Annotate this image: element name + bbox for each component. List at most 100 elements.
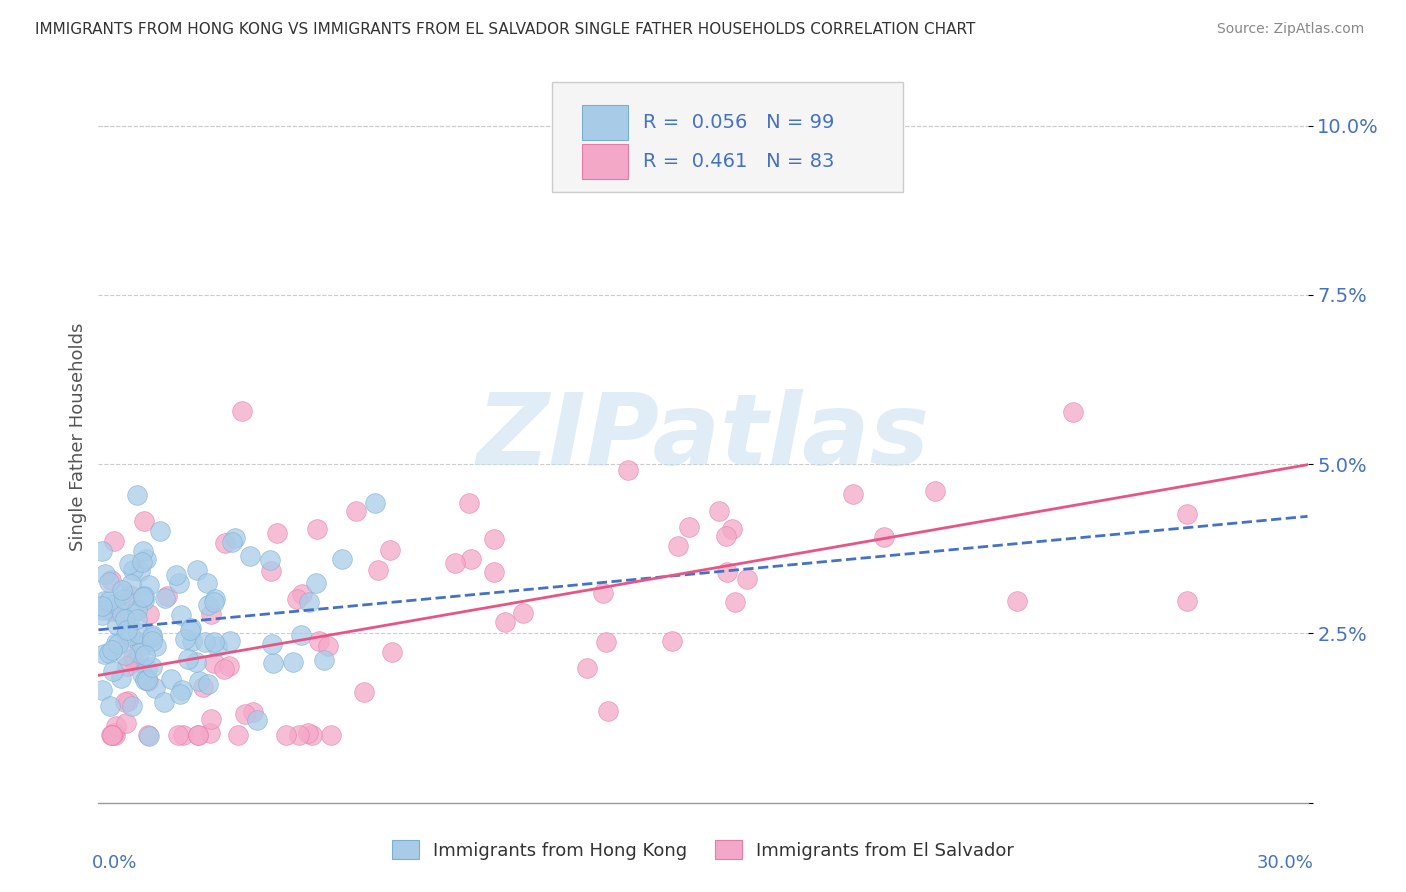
Point xyxy=(314,653,336,667)
Point xyxy=(219,634,242,648)
Point xyxy=(104,597,127,611)
Point xyxy=(156,589,179,603)
Point xyxy=(111,607,134,622)
Text: R =  0.056   N = 99: R = 0.056 N = 99 xyxy=(643,113,834,132)
Point xyxy=(924,484,946,499)
Point xyxy=(707,504,730,518)
Point xyxy=(246,713,269,727)
Point xyxy=(165,568,187,582)
Point xyxy=(107,637,129,651)
Point xyxy=(117,693,139,707)
Point xyxy=(134,673,156,688)
Point xyxy=(482,565,505,579)
Text: 0.0%: 0.0% xyxy=(93,854,138,872)
Point xyxy=(111,582,134,597)
Text: ZIPatlas: ZIPatlas xyxy=(477,389,929,485)
Point xyxy=(290,587,312,601)
Point xyxy=(97,594,120,608)
Point xyxy=(152,695,174,709)
Point xyxy=(202,635,225,649)
Point xyxy=(262,637,284,651)
Point xyxy=(98,699,121,714)
Text: 30.0%: 30.0% xyxy=(1257,854,1313,872)
Point xyxy=(131,638,153,652)
Point xyxy=(193,680,215,694)
Point xyxy=(512,606,534,620)
Point xyxy=(212,662,235,676)
Point xyxy=(134,551,156,566)
Point xyxy=(262,656,284,670)
Point xyxy=(100,604,122,618)
Point xyxy=(195,576,218,591)
Point xyxy=(724,595,747,609)
Point xyxy=(93,603,115,617)
Point xyxy=(321,728,343,742)
Point xyxy=(122,655,145,669)
FancyBboxPatch shape xyxy=(582,105,628,140)
Point xyxy=(305,576,328,591)
Point xyxy=(576,661,599,675)
Point xyxy=(104,636,127,650)
Point xyxy=(114,716,136,731)
Point xyxy=(135,673,157,687)
Point xyxy=(204,592,226,607)
Point xyxy=(143,681,166,695)
Point xyxy=(104,719,127,733)
Point xyxy=(595,634,617,648)
Point xyxy=(114,648,136,663)
Point xyxy=(118,557,141,571)
Point xyxy=(121,607,143,622)
Point xyxy=(1175,593,1198,607)
Legend: Immigrants from Hong Kong, Immigrants from El Salvador: Immigrants from Hong Kong, Immigrants fr… xyxy=(385,833,1021,867)
Point xyxy=(136,662,159,676)
Point xyxy=(188,673,211,688)
Point xyxy=(266,525,288,540)
Point xyxy=(678,520,700,534)
Point xyxy=(259,553,281,567)
Point xyxy=(318,640,340,654)
Point xyxy=(179,624,201,638)
Point xyxy=(125,603,148,617)
Point xyxy=(100,573,122,587)
Point xyxy=(160,672,183,686)
Point xyxy=(141,633,163,648)
Point xyxy=(91,682,114,697)
Point xyxy=(167,575,190,590)
Point xyxy=(177,652,200,666)
Point xyxy=(127,488,149,502)
Point xyxy=(132,589,155,603)
Point xyxy=(197,599,219,613)
Point xyxy=(132,514,155,528)
Point xyxy=(224,531,246,545)
Point xyxy=(290,628,312,642)
Point xyxy=(91,599,114,614)
Point xyxy=(494,615,516,629)
Text: R =  0.461   N = 83: R = 0.461 N = 83 xyxy=(643,152,834,171)
Point xyxy=(118,588,141,602)
Point xyxy=(128,646,150,660)
Point xyxy=(226,728,249,742)
Point xyxy=(187,728,209,742)
Point xyxy=(194,635,217,649)
Point xyxy=(205,639,228,653)
Point xyxy=(714,529,737,543)
Point xyxy=(114,612,136,626)
Point xyxy=(231,403,253,417)
Point xyxy=(131,555,153,569)
Point xyxy=(103,533,125,548)
Point xyxy=(138,729,160,743)
FancyBboxPatch shape xyxy=(582,144,628,179)
Point xyxy=(872,530,894,544)
Point xyxy=(735,572,758,586)
Point xyxy=(364,496,387,510)
Point xyxy=(101,728,124,742)
Text: IMMIGRANTS FROM HONG KONG VS IMMIGRANTS FROM EL SALVADOR SINGLE FATHER HOUSEHOLD: IMMIGRANTS FROM HONG KONG VS IMMIGRANTS … xyxy=(35,22,976,37)
Point xyxy=(617,463,640,477)
Point xyxy=(287,728,309,742)
Point xyxy=(202,656,225,670)
Point xyxy=(281,655,304,669)
Point xyxy=(100,728,122,742)
Point xyxy=(170,608,193,623)
Point xyxy=(112,592,135,607)
Point xyxy=(132,543,155,558)
